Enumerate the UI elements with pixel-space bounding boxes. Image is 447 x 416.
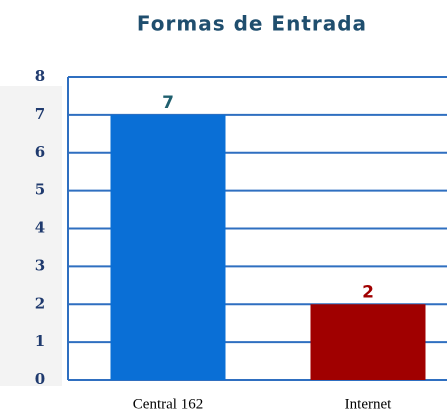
y-tick-label: 5 <box>35 181 45 199</box>
x-tick-label: Central 162 <box>133 396 203 412</box>
bar <box>110 114 226 380</box>
y-tick-label: 1 <box>35 332 45 350</box>
side-panel <box>0 86 62 386</box>
x-tick-label: Internet <box>345 396 392 412</box>
bar <box>310 304 426 380</box>
y-tick-label: 3 <box>35 256 45 274</box>
chart-title: Formas de Entrada <box>137 12 367 36</box>
y-tick-label: 0 <box>35 370 45 388</box>
y-tick-label: 6 <box>35 143 45 161</box>
y-tick-label: 2 <box>35 294 45 312</box>
value-label: 7 <box>162 93 174 113</box>
y-tick-label: 4 <box>35 219 45 237</box>
y-tick-label: 7 <box>35 105 45 123</box>
value-label: 2 <box>362 282 374 302</box>
y-tick-label: 8 <box>35 67 45 85</box>
